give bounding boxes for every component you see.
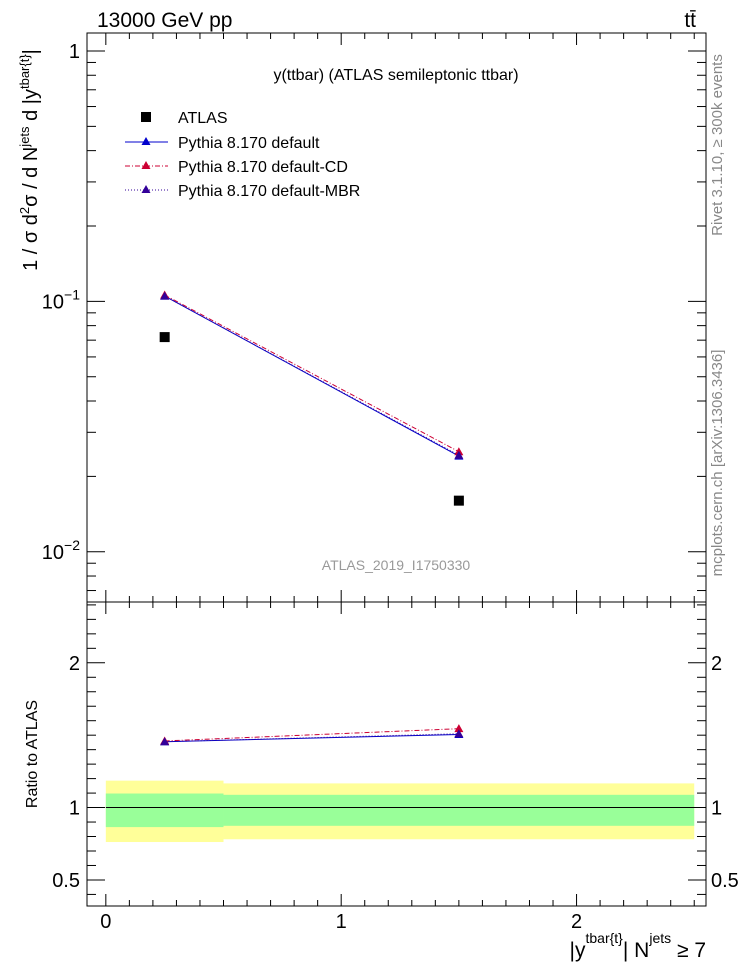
ratio-series-lines (164, 728, 459, 743)
ylabel-mid2: d |y (20, 89, 42, 126)
ratio-y-tick-label-left: 0.5 (52, 870, 80, 892)
legend: ATLAS Pythia 8.170 default Pythia 8.170 … (125, 110, 360, 200)
ratio-line-cd (164, 728, 459, 742)
main-data-point (453, 495, 464, 506)
main-data-point (159, 332, 170, 343)
ratio-y-tick-label-left: 1 (69, 798, 80, 820)
ylabel-main: 1 / σ d (20, 214, 42, 271)
legend-marker-default (141, 137, 151, 145)
ratio-band-inner (105, 793, 224, 828)
legend-marker-atlas (141, 112, 151, 122)
main-marker-mbr (454, 450, 464, 459)
ratio-frame (86, 601, 707, 907)
ratio-x-tick-label: 2 (571, 911, 582, 933)
process-label: tt̄ (684, 9, 696, 32)
ratio-y-axis-label: Ratio to ATLAS (24, 700, 41, 808)
ratio-series-markers (160, 724, 464, 746)
ylabel-sup-2: 2 (17, 207, 32, 214)
main-line-cd (164, 294, 460, 453)
xlabel-sup: tbar{t} (585, 930, 623, 946)
main-line-default (164, 295, 460, 457)
legend-label-default: Pythia 8.170 default (178, 135, 320, 152)
ratio-line-mbr (164, 733, 459, 743)
analysis-id: ATLAS_2019_I1750330 (322, 557, 471, 573)
ylabel-end: | (20, 49, 42, 54)
energy-label: 13000 GeV pp (97, 9, 232, 32)
ratio-panel: 0 1 2 0.5 0.5 1 1 2 2 Ratio to ATLAS |ytbar{t}| … (24, 601, 739, 962)
main-y-tick-label: 10−2 (42, 537, 80, 564)
main-series-lines (164, 294, 460, 457)
ratio-y-tick-label-left: 2 (69, 653, 80, 675)
legend-marker-mbr (141, 185, 151, 193)
ratio-axis-ticks: 0 1 2 0.5 0.5 1 1 2 2 (52, 602, 739, 933)
main-y-tick-label: 1 (69, 41, 80, 63)
mcplots-label: mcplots.cern.ch [arXiv:1306.3436] (709, 350, 726, 577)
main-marker-mbr (160, 291, 170, 300)
main-panel: 1 10−1 10−2 y(ttbar) (ATLAS semileptonic t… (17, 32, 707, 603)
legend-label-cd: Pythia 8.170 default-CD (178, 159, 348, 176)
legend-label-atlas: ATLAS (178, 110, 228, 127)
xlabel-end: ≥ 7 (671, 939, 706, 962)
ratio-uncertainty-bands (105, 780, 695, 843)
main-y-tick-label: 10−1 (42, 286, 80, 313)
ratio-marker-cd (454, 724, 464, 733)
ratio-y-tick-label-right: 0.5 (711, 870, 739, 892)
ratio-band-inner (223, 794, 695, 826)
legend-marker-cd (141, 161, 151, 169)
ratio-x-tick-label: 1 (336, 911, 347, 933)
legend-label-mbr: Pythia 8.170 default-MBR (178, 183, 360, 200)
ratio-y-tick-label-right: 1 (711, 798, 722, 820)
ylabel-sup-tbar: tbar{t} (17, 54, 32, 89)
xlabel-mid: | N (623, 939, 649, 962)
main-series-markers (159, 290, 464, 506)
ylabel-mid: σ / d N (20, 147, 42, 207)
main-plot-title: y(ttbar) (ATLAS semileptonic ttbar) (273, 67, 518, 84)
xlabel-main: |y (570, 939, 586, 962)
ratio-x-axis-label: |ytbar{t}| Njets ≥ 7 (570, 930, 706, 962)
ratio-marker-mbr (160, 737, 170, 746)
ratio-y-tick-label-right: 2 (711, 653, 722, 675)
xlabel-sup2: jets (648, 930, 671, 946)
rivet-label: Rivet 3.1.10, ≥ 300k events (709, 54, 726, 236)
main-axis-ticks: 1 10−1 10−2 (42, 33, 706, 602)
ratio-x-tick-label: 0 (100, 911, 111, 933)
ylabel-sup-jets: jets (17, 126, 32, 148)
ratio-marker-mbr (454, 729, 464, 738)
main-y-axis-label: 1 / σ d2σ / d Njets d |ytbar{t}| (17, 49, 42, 271)
